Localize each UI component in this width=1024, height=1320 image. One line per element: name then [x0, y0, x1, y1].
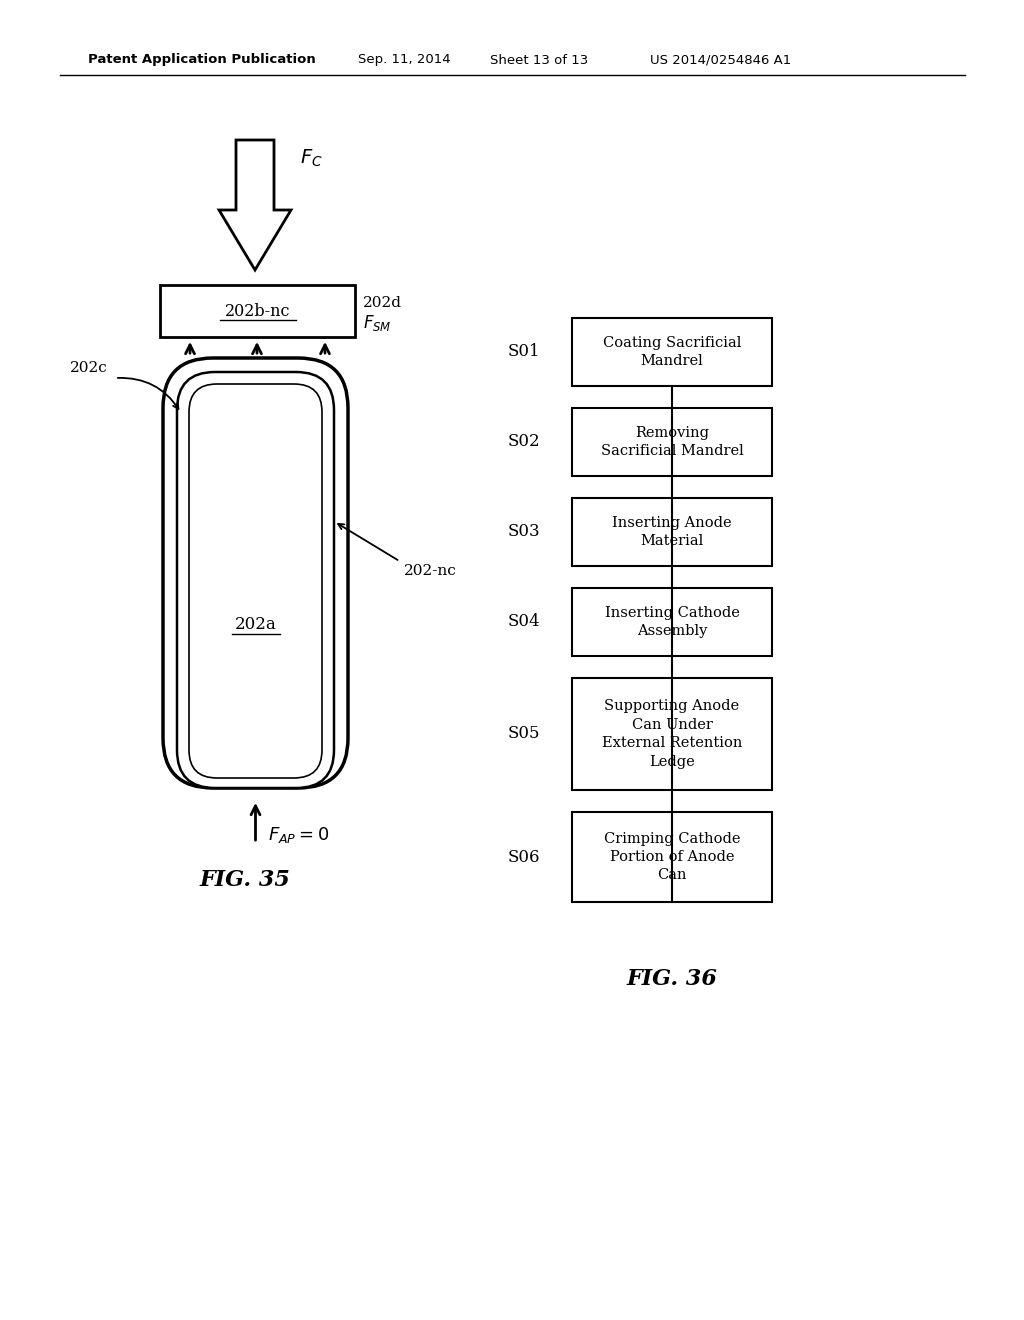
Text: S01: S01: [508, 343, 541, 360]
Text: S03: S03: [508, 524, 541, 540]
Text: Sheet 13 of 13: Sheet 13 of 13: [490, 54, 588, 66]
Text: S04: S04: [508, 614, 541, 631]
Text: 202c: 202c: [71, 360, 108, 375]
Text: FIG. 35: FIG. 35: [200, 869, 291, 891]
FancyBboxPatch shape: [163, 358, 348, 788]
Text: 202b-nc: 202b-nc: [224, 302, 290, 319]
Text: Sep. 11, 2014: Sep. 11, 2014: [358, 54, 451, 66]
Text: Inserting Cathode
Assembly: Inserting Cathode Assembly: [604, 606, 739, 638]
Text: Supporting Anode
Can Under
External Retention
Ledge: Supporting Anode Can Under External Rete…: [602, 700, 742, 768]
Text: 202d: 202d: [362, 296, 402, 310]
Text: Inserting Anode
Material: Inserting Anode Material: [612, 516, 732, 548]
Bar: [572, 408, 772, 477]
Bar: [572, 587, 772, 656]
Bar: [572, 318, 772, 385]
Text: S06: S06: [508, 849, 541, 866]
Text: Patent Application Publication: Patent Application Publication: [88, 54, 315, 66]
Bar: [572, 812, 772, 902]
Bar: [572, 678, 772, 789]
Text: Removing
Sacrificial Mandrel: Removing Sacrificial Mandrel: [601, 426, 743, 458]
Text: US 2014/0254846 A1: US 2014/0254846 A1: [650, 54, 792, 66]
Text: $\mathit{F}_C$: $\mathit{F}_C$: [300, 148, 323, 169]
FancyBboxPatch shape: [189, 384, 322, 777]
Polygon shape: [219, 140, 291, 271]
Text: $\mathit{F}_{SM}$: $\mathit{F}_{SM}$: [362, 313, 391, 333]
Text: Coating Sacrificial
Mandrel: Coating Sacrificial Mandrel: [603, 335, 741, 368]
Text: S05: S05: [508, 726, 541, 742]
FancyBboxPatch shape: [177, 372, 334, 788]
Text: 202a: 202a: [234, 616, 276, 634]
Text: $\mathit{F}_{AP} = 0$: $\mathit{F}_{AP} = 0$: [267, 825, 329, 845]
Text: 202-nc: 202-nc: [404, 565, 457, 578]
Text: FIG. 36: FIG. 36: [627, 968, 718, 990]
Text: S02: S02: [508, 433, 541, 450]
Bar: [160, 285, 355, 337]
Text: Crimping Cathode
Portion of Anode
Can: Crimping Cathode Portion of Anode Can: [604, 832, 740, 882]
Bar: [572, 498, 772, 566]
